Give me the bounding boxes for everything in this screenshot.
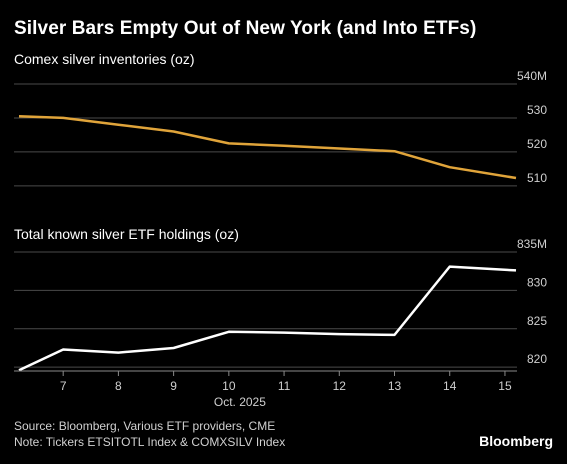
y-tick-label: 825 [527,314,547,328]
footer-notes: Source: Bloomberg, Various ETF providers… [14,418,285,450]
x-tick-label: 15 [498,379,512,393]
x-tick-label: 11 [278,379,291,393]
y-tick-label: 820 [527,352,547,366]
panel-title-0: Comex silver inventories (oz) [14,51,195,67]
bloomberg-logo: Bloomberg [479,433,553,449]
y-tick-label: 510 [527,171,547,185]
x-tick-label: 7 [60,379,67,393]
series-line-1 [18,265,517,372]
y-tick-label: 530 [527,103,547,117]
x-tick-label: 13 [388,379,402,393]
ticker-note: Note: Tickers ETSITOTL Index & COMXSILV … [14,435,286,449]
x-tick-label: 12 [333,379,347,393]
x-tick-label: 10 [222,379,236,393]
y-tick-label: 540M [517,69,547,83]
x-tick-label: 8 [115,379,122,393]
y-tick-label: 835M [517,237,547,251]
series-line-0 [18,114,517,180]
chart-title: Silver Bars Empty Out of New York (and I… [14,18,477,39]
y-tick-label: 830 [527,275,547,289]
source-note: Source: Bloomberg, Various ETF providers… [14,419,276,433]
x-tick-label: 14 [443,379,457,393]
x-tick-label: 9 [170,379,177,393]
x-axis-period-label: Oct. 2025 [214,395,266,409]
y-tick-label: 520 [527,137,547,151]
panel-title-1: Total known silver ETF holdings (oz) [14,226,239,242]
